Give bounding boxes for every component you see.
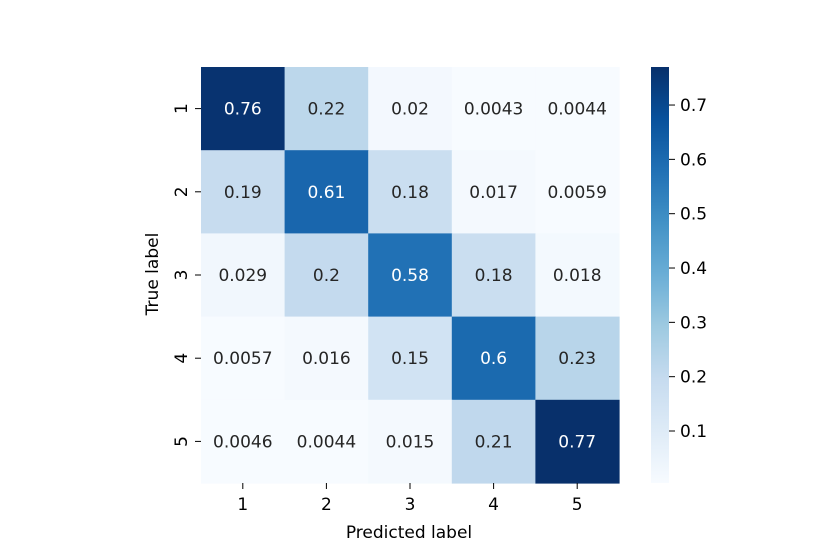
heatmap-cells — [201, 67, 620, 484]
heatmap-cell — [535, 316, 620, 401]
heatmap-cell — [368, 150, 453, 234]
cell-value-label: 0.2 — [313, 266, 340, 286]
cell-value-label: 0.23 — [558, 349, 596, 369]
heatmap-cell — [451, 150, 536, 234]
heatmap-cell — [284, 150, 369, 234]
y-tick-label: 2 — [172, 186, 192, 197]
cell-value-label: 0.015 — [386, 432, 435, 452]
heatmap-cell — [535, 233, 620, 318]
cell-value-label: 0.0059 — [547, 183, 606, 203]
cell-value-label: 0.15 — [391, 349, 429, 369]
heatmap-cell — [451, 399, 536, 484]
cell-value-label: 0.0044 — [547, 100, 606, 120]
cell-value-label: 0.6 — [480, 349, 507, 369]
cell-value-label: 0.18 — [391, 183, 429, 203]
cell-value-label: 0.19 — [224, 183, 262, 203]
heatmap-cell — [284, 67, 369, 151]
heatmap-cell — [201, 316, 286, 401]
y-axis-title: True label — [143, 233, 163, 317]
cell-value-label: 0.18 — [475, 266, 513, 286]
heatmap-cell — [535, 399, 620, 484]
colorbar: 0.1 0.2 0.3 0.4 0.5 0.6 0.7 — [651, 67, 707, 483]
heatmap-cell — [368, 233, 453, 318]
x-axis-title: Predicted label — [346, 523, 472, 543]
cell-value-label: 0.76 — [224, 100, 262, 120]
colorbar-tick-label: 0.1 — [680, 422, 707, 442]
heatmap-cell — [368, 399, 453, 484]
y-axis: 1 2 3 4 5 — [172, 103, 201, 447]
cell-value-label: 0.018 — [553, 266, 602, 286]
colorbar-gradient — [651, 67, 669, 483]
cell-value-label: 0.0043 — [464, 100, 523, 120]
cell-value-label: 0.21 — [475, 432, 513, 452]
y-tick-label: 5 — [172, 436, 192, 447]
colorbar-tick-label: 0.6 — [680, 150, 707, 170]
heatmap-cell — [451, 233, 536, 318]
colorbar-tick-label: 0.5 — [680, 205, 707, 225]
x-tick-label: 2 — [321, 495, 332, 515]
heatmap-cell — [284, 316, 369, 401]
heatmap-cell — [451, 316, 536, 401]
heatmap-cell — [201, 233, 286, 318]
heatmap-cell — [368, 316, 453, 401]
cell-value-label: 0.77 — [558, 432, 596, 452]
x-tick-label: 3 — [405, 495, 416, 515]
x-axis: 1 2 3 4 5 — [237, 483, 583, 515]
cell-value-label: 0.0044 — [297, 432, 356, 452]
cell-value-label: 0.61 — [307, 183, 345, 203]
cell-value-label: 0.016 — [302, 349, 351, 369]
heatmap-cell — [368, 67, 453, 151]
x-tick-label: 1 — [237, 495, 248, 515]
heatmap-cell — [201, 399, 286, 484]
cell-value-label: 0.22 — [307, 100, 345, 120]
colorbar-tick-label: 0.3 — [680, 313, 707, 333]
colorbar-tick-label: 0.4 — [680, 259, 707, 279]
heatmap-cell — [284, 399, 369, 484]
x-tick-label: 5 — [572, 495, 583, 515]
heatmap-cell — [451, 67, 536, 151]
cell-value-label: 0.0046 — [213, 432, 272, 452]
y-tick-label: 4 — [172, 353, 192, 364]
colorbar-tick-label: 0.2 — [680, 368, 707, 388]
colorbar-tick-label: 0.7 — [680, 96, 707, 116]
y-tick-label: 3 — [172, 270, 192, 281]
heatmap-cell — [535, 150, 620, 234]
heatmap-cell — [535, 67, 620, 151]
cell-value-label: 0.017 — [469, 183, 518, 203]
cell-value-label: 0.029 — [218, 266, 267, 286]
heatmap-cell-labels: 0.76 0.22 0.02 0.0043 0.0044 0.19 0.61 0.18 0.01… — [213, 100, 607, 453]
heatmap-cell — [201, 67, 286, 151]
x-tick-label: 4 — [488, 495, 499, 515]
y-tick-label: 1 — [172, 103, 192, 114]
cell-value-label: 0.0057 — [213, 349, 272, 369]
heatmap-cell — [284, 233, 369, 318]
cell-value-label: 0.02 — [391, 100, 429, 120]
cell-value-label: 0.58 — [391, 266, 429, 286]
heatmap-cell — [201, 150, 286, 234]
